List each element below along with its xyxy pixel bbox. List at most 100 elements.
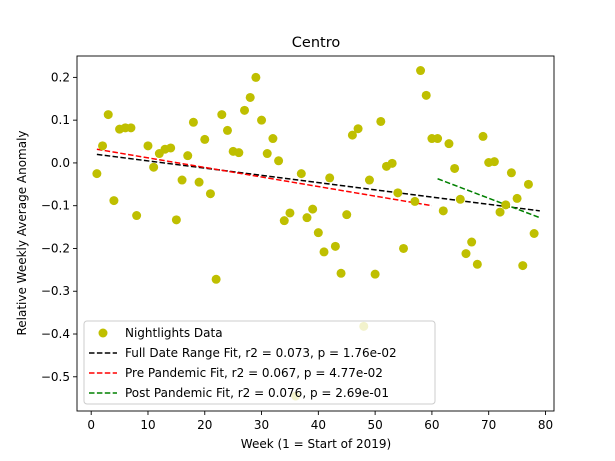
data-point — [166, 143, 176, 153]
data-point — [347, 130, 357, 140]
data-point — [279, 216, 289, 226]
data-point — [501, 200, 511, 210]
fit-line-post — [437, 178, 541, 219]
data-point — [319, 247, 329, 257]
chart-title: Centro — [292, 35, 341, 51]
plot-frame — [76, 55, 555, 412]
data-point — [171, 215, 181, 225]
data-point — [336, 268, 346, 278]
y-axis-title: Relative Weekly Average Anomaly — [15, 130, 29, 335]
data-point — [399, 243, 409, 253]
y-tick-label: −0.2 — [41, 241, 70, 255]
data-point — [433, 134, 443, 144]
data-point — [330, 241, 340, 251]
data-point — [313, 228, 323, 238]
data-point — [387, 158, 397, 168]
x-axis: 0 10 20 30 40 50 60 70 80 — [87, 411, 553, 432]
data-point — [416, 66, 426, 76]
data-point — [489, 157, 499, 167]
data-point — [472, 259, 482, 269]
legend-box — [83, 320, 436, 405]
x-axis-title: Week (1 = Start of 2019) — [241, 437, 391, 451]
data-point — [450, 163, 460, 173]
data-point — [325, 173, 335, 183]
y-tick-label: −0.4 — [41, 327, 70, 341]
x-tick-label: 70 — [481, 418, 496, 432]
fit-line-full — [96, 153, 540, 212]
data-point — [98, 141, 108, 151]
data-point — [478, 131, 488, 141]
legend-label-points: Nightlights Data — [125, 326, 223, 340]
data-point — [217, 110, 227, 120]
data-point — [444, 139, 454, 149]
data-point — [262, 149, 272, 159]
x-tick-label: 40 — [311, 418, 326, 432]
data-point — [308, 204, 318, 214]
data-point — [376, 116, 386, 126]
data-point — [353, 124, 363, 134]
data-point — [211, 274, 221, 284]
data-point — [251, 72, 261, 82]
data-point — [393, 188, 403, 198]
scatter-points — [92, 66, 539, 401]
data-point — [126, 123, 136, 133]
legend-marker-points — [98, 328, 108, 338]
data-point — [177, 175, 187, 185]
x-tick-label: 20 — [197, 418, 212, 432]
x-tick-label: 80 — [538, 418, 553, 432]
data-point — [92, 169, 102, 179]
data-point — [523, 179, 533, 189]
x-tick-label: 0 — [87, 418, 95, 432]
data-point — [234, 148, 244, 158]
y-axis: −0.5 −0.4 −0.3 −0.2 −0.1 0.0 0.1 0.2 — [41, 70, 77, 384]
data-point — [518, 261, 528, 271]
x-tick-label: 10 — [140, 418, 155, 432]
y-tick-label: −0.3 — [41, 284, 70, 298]
y-tick-label: 0.2 — [51, 70, 70, 84]
data-point — [132, 211, 142, 221]
data-point — [342, 210, 352, 220]
data-point — [529, 229, 539, 238]
data-point — [268, 134, 278, 144]
data-point — [188, 117, 198, 127]
data-point — [183, 151, 193, 161]
data-point — [364, 175, 374, 185]
data-point — [506, 168, 516, 178]
data-point — [370, 269, 380, 279]
x-tick-label: 60 — [424, 418, 439, 432]
plot-area — [76, 55, 555, 412]
data-point — [257, 115, 267, 125]
data-point — [495, 207, 505, 217]
data-point — [438, 206, 448, 216]
data-point — [222, 125, 232, 135]
x-tick-label: 30 — [254, 418, 269, 432]
legend: Nightlights Data Full Date Range Fit, r2… — [83, 320, 436, 405]
data-point — [421, 90, 431, 100]
data-point — [467, 237, 477, 247]
data-point — [240, 105, 250, 115]
data-point — [274, 156, 284, 166]
data-point — [461, 249, 471, 259]
y-tick-label: 0.1 — [51, 113, 70, 127]
fit-line-pre — [96, 148, 433, 207]
data-point — [296, 169, 306, 179]
data-point — [109, 196, 119, 206]
data-point — [200, 134, 210, 144]
data-point — [410, 196, 420, 206]
data-point — [103, 110, 113, 120]
fit-lines — [96, 148, 541, 219]
legend-label-pre: Pre Pandemic Fit, r2 = 0.067, p = 4.77e-… — [125, 366, 383, 380]
y-tick-label: 0.0 — [51, 156, 70, 170]
data-point — [512, 193, 522, 203]
data-point — [205, 189, 215, 199]
legend-label-full: Full Date Range Fit, r2 = 0.073, p = 1.7… — [125, 346, 397, 360]
data-point — [143, 141, 153, 151]
data-point — [245, 92, 255, 102]
data-point — [455, 194, 465, 204]
data-point — [285, 208, 295, 218]
data-point — [194, 177, 204, 187]
x-tick-label: 50 — [367, 418, 382, 432]
y-tick-label: −0.1 — [41, 199, 70, 213]
data-point — [149, 162, 159, 172]
